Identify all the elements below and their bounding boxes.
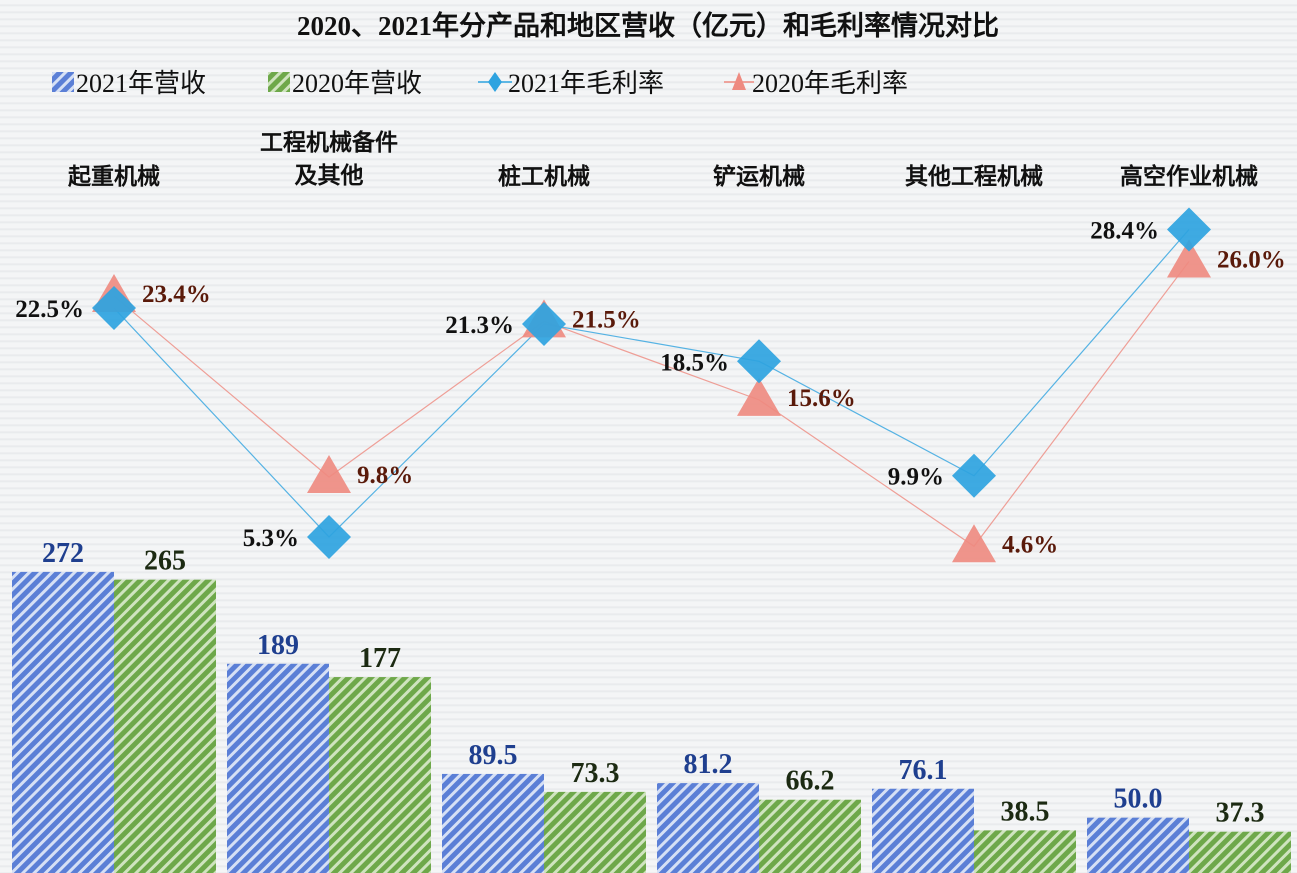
- bar-2020: [974, 830, 1076, 873]
- bar-2021: [12, 571, 114, 873]
- margin-point-2021: [737, 339, 781, 384]
- bar-value-label: 50.0: [1114, 784, 1163, 815]
- legend-item: 2020年营收: [268, 69, 422, 98]
- category-label: 起重机械: [68, 164, 160, 189]
- category-label: 铲运机械: [713, 164, 805, 189]
- bar-value-label: 177: [359, 643, 401, 674]
- bar-2021: [1087, 817, 1189, 873]
- bar-2021: [872, 788, 974, 873]
- bar-value-label: 265: [144, 546, 186, 577]
- margin-line: [113, 229, 1190, 538]
- bar-2020: [114, 579, 216, 873]
- bar-2020: [1189, 831, 1291, 873]
- bars: 272 189 89.5 81.2 76.1 50.0 265 177 73.3 66.2 38.5…: [12, 538, 1291, 873]
- bar-2020: [329, 677, 431, 873]
- bar-value-label: 37.3: [1216, 798, 1265, 829]
- bar-2021: [657, 783, 759, 873]
- triangle-icon: [732, 72, 746, 90]
- margin-point-2020: [737, 377, 781, 416]
- margin-label-2021: 5.3%: [243, 525, 299, 552]
- category-label: 工程机械备件: [260, 129, 398, 155]
- bar-value-label: 189: [257, 630, 299, 661]
- margin-label-2020: 9.8%: [357, 462, 413, 489]
- margin-point-2021: [92, 286, 136, 331]
- legend: 2021年营收 2020年营收 2021年毛利率 2020年毛利率: [52, 69, 908, 98]
- bar-value-label: 38.5: [1001, 796, 1050, 827]
- margin-label-2020: 21.5%: [572, 306, 641, 333]
- diamond-icon: [488, 72, 502, 92]
- margin-label-2020: 23.4%: [142, 281, 211, 308]
- bar-2021: [227, 663, 329, 873]
- margin-label-2021: 22.5%: [15, 296, 84, 323]
- legend-label: 2021年毛利率: [508, 69, 664, 98]
- margin-point-2020: [952, 524, 996, 563]
- margin-point-2021: [1167, 207, 1211, 252]
- margin-label-2020: 15.6%: [787, 385, 856, 412]
- bar-2020: [759, 799, 861, 873]
- margin-point-2021: [522, 301, 566, 346]
- margin-point-2021: [307, 514, 351, 559]
- legend-label: 2020年毛利率: [752, 69, 908, 98]
- bar-value-label: 73.3: [571, 758, 620, 789]
- margin-label-2020: 26.0%: [1217, 246, 1286, 273]
- legend-swatch: [268, 72, 290, 92]
- margin-point-2020: [307, 455, 351, 494]
- margin-label-2021: 21.3%: [445, 312, 514, 339]
- bar-value-label: 272: [42, 538, 84, 569]
- margin-label-2021: 28.4%: [1090, 217, 1159, 244]
- bar-2021: [442, 773, 544, 873]
- category-label: 高空作业机械: [1120, 163, 1258, 189]
- legend-item: 2020年毛利率: [724, 69, 908, 98]
- margin-label-2021: 18.5%: [660, 349, 729, 376]
- bar-2020: [544, 791, 646, 873]
- legend-swatch: [52, 72, 74, 92]
- margin-label-2020: 4.6%: [1002, 531, 1058, 558]
- category-label: 及其他: [295, 163, 364, 188]
- bar-value-label: 66.2: [786, 766, 835, 797]
- chart-title: 2020、2021年分产品和地区营收（亿元）和毛利率情况对比: [297, 10, 999, 41]
- legend-label: 2020年营收: [292, 69, 422, 98]
- category-label: 其他工程机械: [905, 164, 1043, 189]
- margin-label-2021: 9.9%: [888, 464, 944, 491]
- margin-point-2021: [952, 453, 996, 498]
- margin-point-2020: [1167, 239, 1211, 278]
- legend-item: 2021年营收: [52, 69, 206, 98]
- legend-item: 2021年毛利率: [478, 69, 664, 98]
- legend-label: 2021年营收: [76, 69, 206, 98]
- bar-value-label: 76.1: [899, 755, 948, 786]
- bar-value-label: 81.2: [684, 749, 733, 780]
- bar-value-label: 89.5: [469, 740, 518, 771]
- margin-line: [113, 261, 1190, 548]
- category-label: 桩工机械: [498, 163, 590, 189]
- margin-lines: 23.4% 9.8% 21.5% 15.6% 4.6% 26.0% 22.5% 5.3% 21.…: [15, 207, 1286, 563]
